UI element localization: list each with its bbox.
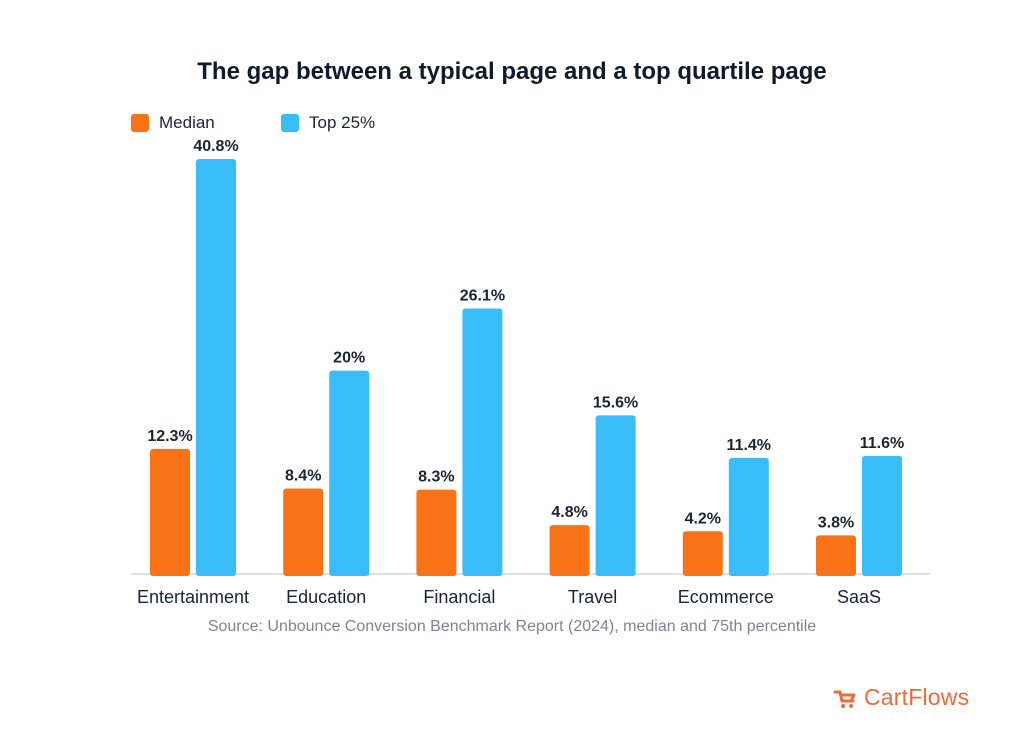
data-label: 26.1%: [460, 288, 505, 305]
data-label: 4.2%: [685, 510, 721, 527]
cartflows-logo-icon: [833, 690, 856, 708]
x-tick-label: Ecommerce: [678, 587, 774, 607]
data-label: 4.8%: [551, 504, 587, 521]
data-label: 3.8%: [818, 514, 854, 531]
legend-swatch-median: [131, 114, 149, 132]
bar-top25-financial: [462, 308, 503, 576]
data-label: 8.3%: [418, 469, 454, 486]
bar-top25-education: [329, 370, 370, 576]
bar-top25-saas: [862, 456, 902, 576]
data-label: 40.8%: [193, 138, 238, 155]
data-label: 20%: [333, 350, 365, 367]
data-label: 11.6%: [860, 435, 904, 452]
bar-median-saas: [816, 535, 856, 576]
legend-label-median: Median: [159, 113, 215, 132]
bar-top25-travel: [595, 415, 636, 576]
x-tick-label: Entertainment: [137, 587, 249, 607]
legend-label-top25: Top 25%: [309, 113, 376, 132]
data-label: 12.3%: [147, 428, 192, 445]
brand-name: CartFlows: [864, 684, 970, 710]
bar-median-ecommerce: [682, 531, 723, 576]
legend-item-median: Median: [131, 113, 215, 133]
bar-top25-entertainment: [196, 159, 236, 576]
legend-item-top25: Top 25%: [281, 113, 375, 133]
x-tick-label: SaaS: [837, 587, 881, 607]
bar-median-entertainment: [150, 448, 190, 576]
legend-swatch-top25: [281, 114, 299, 132]
chart-title: The gap between a typical page and a top…: [197, 58, 827, 85]
bar-median-financial: [416, 489, 457, 576]
bar-top25-ecommerce: [728, 458, 769, 576]
x-tick-label: Financial: [423, 587, 495, 607]
source-note: Source: Unbounce Conversion Benchmark Re…: [207, 618, 817, 635]
x-tick-label: Education: [286, 587, 366, 607]
data-label: 11.4%: [727, 437, 771, 454]
brand-logo: CartFlows: [832, 684, 969, 711]
bar-median-education: [283, 488, 324, 576]
x-tick-label: Travel: [568, 587, 617, 607]
bar-median-travel: [549, 525, 590, 576]
data-label: 15.6%: [593, 394, 638, 411]
data-label: 8.4%: [285, 468, 321, 485]
